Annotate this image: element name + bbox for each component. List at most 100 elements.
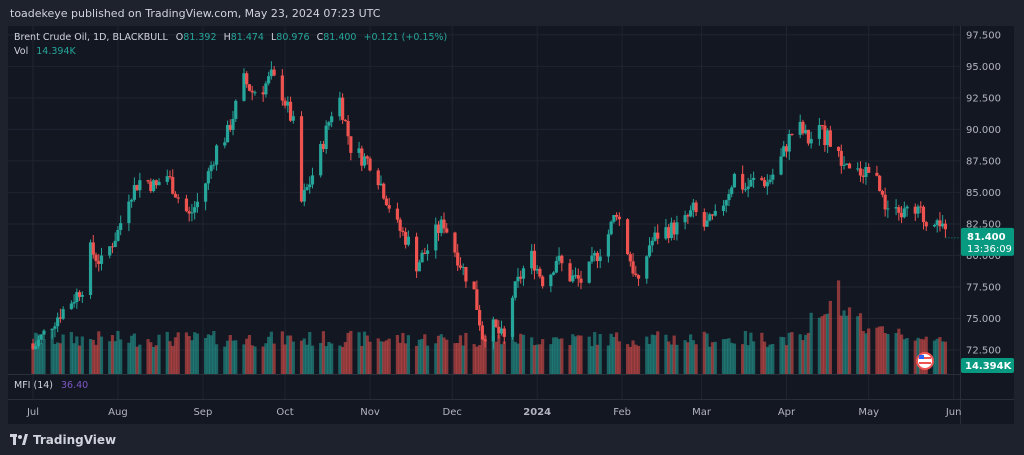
candle-body	[647, 245, 652, 257]
time-axis[interactable]: Jul Aug Sep Oct Nov Dec 2024 Feb Mar Apr May Jun	[26, 407, 961, 418]
volume-bar	[223, 346, 227, 374]
candle-body	[357, 148, 361, 153]
volume-bar	[176, 332, 180, 374]
us-flag-icon[interactable]	[916, 352, 934, 370]
volume-bar	[190, 340, 194, 374]
candle-body	[368, 158, 372, 171]
candle-body	[483, 339, 487, 342]
candle-body	[817, 125, 821, 139]
candle-body	[568, 263, 572, 282]
candle-body	[941, 223, 945, 227]
volume-bar	[612, 336, 616, 374]
volume-bar	[165, 331, 169, 374]
volume-bar	[932, 340, 937, 374]
price-axis[interactable]: 97.500 95.000 92.500 90.000 87.500 85.000 82.5…	[966, 30, 1001, 356]
volume-bar	[552, 337, 556, 374]
vol-value: 14.394K	[36, 46, 76, 57]
chart-pane[interactable]: 97.500 95.000 92.500 90.000 87.500 85.000 82.5…	[8, 26, 1014, 424]
candle-body	[319, 143, 323, 176]
candle-body	[631, 261, 635, 274]
candle-body	[612, 214, 616, 222]
candle-body	[113, 240, 117, 248]
volume-bar	[823, 314, 827, 374]
candle-body	[99, 255, 104, 264]
volume-bar	[56, 342, 60, 374]
candle-body	[856, 168, 860, 170]
candle-body	[598, 256, 602, 262]
candle-body	[491, 319, 495, 342]
legend-symbol: Brent Crude Oil, 1D, BLACKBULL	[14, 32, 168, 43]
volume-bar	[442, 337, 446, 374]
volume-bar	[310, 345, 315, 374]
volume-bar	[784, 345, 789, 374]
volume-bar	[806, 333, 811, 374]
volume-bar	[521, 334, 526, 374]
candle-body	[42, 330, 46, 335]
volume-bar	[686, 342, 690, 374]
candle-body	[406, 236, 410, 245]
candle-body	[108, 246, 112, 256]
candle-body	[806, 129, 811, 144]
candle-body	[702, 212, 706, 227]
candle-body	[845, 163, 849, 165]
volume-bar	[938, 337, 942, 374]
price-candles	[31, 61, 960, 350]
candle-body	[576, 275, 580, 279]
candle-body	[634, 273, 638, 276]
candle-body	[58, 317, 62, 319]
candle-body	[593, 252, 597, 256]
volume-bar	[204, 338, 208, 374]
candle-body	[395, 208, 400, 220]
volume-bar	[571, 334, 575, 374]
price-tick-label: 87.500	[966, 156, 1001, 167]
volume-bar	[636, 345, 641, 374]
candle-body	[705, 220, 709, 227]
candle-body	[502, 328, 506, 337]
volume-bar	[149, 342, 153, 374]
volume-bar	[858, 313, 863, 374]
tradingview-logo[interactable]: TradingView	[10, 432, 116, 448]
candle-body	[425, 250, 430, 254]
volume-bar	[453, 343, 457, 374]
volume-badge: 14.394K	[961, 358, 1014, 373]
candle-body	[913, 206, 917, 214]
candle-body	[617, 216, 621, 220]
volume-bar	[656, 331, 660, 374]
volume-bar	[415, 345, 419, 374]
candle-body	[110, 246, 115, 248]
volume-bar	[327, 341, 331, 374]
volume-bar	[173, 337, 178, 374]
volume-bar	[472, 344, 476, 374]
volume-bar	[689, 334, 693, 374]
volume-bar	[50, 331, 54, 374]
volume-bar	[554, 337, 558, 374]
candle-body	[94, 254, 98, 261]
volume-bar	[116, 330, 120, 374]
candle-body	[39, 334, 43, 340]
volume-bar	[798, 334, 802, 374]
candle-body	[173, 193, 178, 198]
candle-body	[820, 125, 824, 127]
volume-bar	[494, 341, 498, 374]
candle-body	[283, 100, 287, 106]
volume-bar	[864, 333, 868, 374]
legend-line: Brent Crude Oil, 1D, BLACKBULL O81.392 H…	[14, 32, 447, 43]
candle-body	[384, 198, 389, 206]
candle-body	[291, 116, 295, 121]
candle-body	[349, 136, 353, 153]
volume-bar	[88, 338, 93, 374]
volume-bar	[77, 345, 82, 374]
candle-body	[458, 265, 463, 268]
candle-body	[116, 230, 120, 241]
candle-body	[732, 173, 737, 188]
volume-bar	[445, 339, 449, 374]
candlestick-chart[interactable]: 97.500 95.000 92.500 90.000 87.500 85.000 82.5…	[8, 26, 1014, 424]
candle-body	[461, 266, 465, 268]
volume-bar	[593, 332, 597, 374]
volume-bar	[691, 340, 695, 374]
volume-bar	[423, 334, 427, 374]
volume-bar	[406, 335, 410, 374]
volume-bar	[634, 344, 638, 374]
candle-body	[420, 252, 424, 263]
candle-body	[404, 232, 408, 245]
